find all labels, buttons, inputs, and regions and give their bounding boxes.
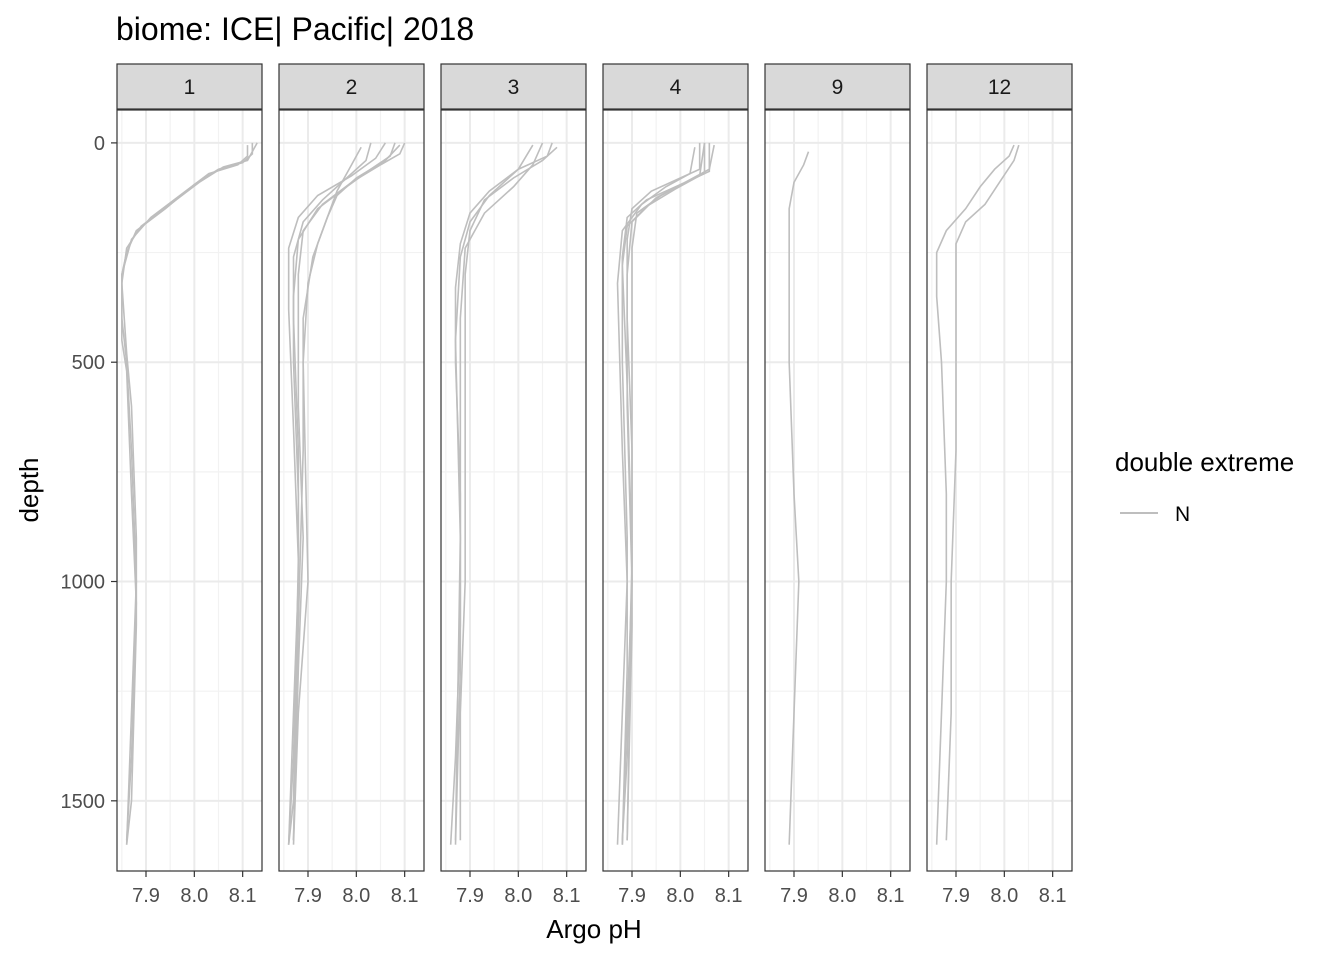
facet-panel-1: 1 7.9 8.0 8.1 — [116, 63, 263, 907]
x-tick-label: 8.1 — [877, 885, 905, 907]
profile-line-4-6 — [621, 142, 706, 841]
x-tick-label: 8.0 — [180, 885, 208, 907]
profile-line-12-2 — [945, 144, 1020, 841]
panel-border — [440, 109, 587, 872]
profile-line-2-6 — [287, 142, 387, 845]
x-tick-label: 7.9 — [618, 885, 646, 907]
panel-border — [278, 109, 425, 872]
facet-strip — [926, 63, 1073, 110]
panel-border — [764, 109, 911, 872]
x-tick-label: 8.1 — [1039, 885, 1067, 907]
facet-panel-2: 2 7.9 8.0 8.1 — [278, 63, 425, 907]
legend-label-n: N — [1175, 503, 1190, 526]
x-tick-label: 7.9 — [942, 885, 970, 907]
facet-panel-12: 12 7.9 8.0 8.1 — [926, 63, 1073, 907]
facet-strip-label: 1 — [184, 76, 196, 99]
facet-panels: 1 7.9 8.0 8.1 2 7.9 8.0 8.1 3 7.9 8.0 8.1 4 7.9 8.0 8.1… — [116, 63, 1073, 907]
facet-strip — [602, 63, 749, 110]
profile-line-4-5 — [616, 147, 696, 845]
x-tick-label: 8.0 — [666, 885, 694, 907]
y-axis-title: depth — [14, 457, 44, 522]
profile-line-1-2 — [121, 145, 249, 841]
profile-line-3-4 — [454, 144, 534, 841]
facet-strip — [440, 63, 587, 110]
facet-strip — [116, 63, 263, 110]
facet-strip-label: 3 — [508, 76, 520, 99]
legend: double extreme N — [1115, 447, 1294, 526]
x-axis-title: Argo pH — [546, 914, 641, 944]
panel-background — [117, 110, 262, 871]
facet-panel-3: 3 7.9 8.0 8.1 — [440, 63, 587, 907]
profile-line-3-1 — [449, 142, 553, 845]
x-tick-label: 7.9 — [294, 885, 322, 907]
y-tick-label: 500 — [72, 352, 105, 374]
x-tick-label: 7.9 — [132, 885, 160, 907]
x-tick-label: 8.1 — [715, 885, 743, 907]
y-tick-label: 1500 — [61, 791, 106, 813]
panel-border — [116, 109, 263, 872]
y-tick-label: 0 — [94, 133, 105, 155]
x-tick-label: 8.0 — [990, 885, 1018, 907]
y-axis: 0 500 1000 1500 — [61, 133, 117, 813]
panel-background — [927, 110, 1072, 871]
facet-panel-9: 9 7.9 8.0 8.1 — [764, 63, 911, 907]
panel-border — [602, 109, 749, 872]
chart-title: biome: ICE| Pacific| 2018 — [116, 11, 474, 47]
x-tick-label: 8.1 — [229, 885, 257, 907]
facet-strip-label: 4 — [670, 76, 682, 99]
facet-panel-4: 4 7.9 8.0 8.1 — [602, 63, 749, 907]
x-tick-label: 8.1 — [553, 885, 581, 907]
x-tick-label: 8.1 — [391, 885, 419, 907]
profile-line-12-1 — [935, 144, 1015, 845]
x-tick-label: 8.0 — [342, 885, 370, 907]
facet-strip — [764, 63, 911, 110]
profile-line-3-3 — [454, 142, 544, 845]
profile-line-1-3 — [121, 142, 258, 845]
panel-background — [765, 110, 910, 871]
panel-border — [926, 109, 1073, 872]
x-tick-label: 8.0 — [504, 885, 532, 907]
facet-strip-label: 2 — [346, 76, 358, 99]
x-tick-label: 7.9 — [456, 885, 484, 907]
profile-line-2-5 — [292, 146, 362, 841]
legend-title: double extreme — [1115, 447, 1294, 477]
y-tick-label: 1000 — [61, 572, 106, 594]
profile-line-2-2 — [292, 142, 406, 841]
facet-strip — [278, 63, 425, 110]
profile-line-9-1 — [788, 151, 810, 845]
facet-strip-label: 12 — [988, 76, 1011, 99]
facet-strip-label: 9 — [832, 76, 844, 99]
panel-background — [441, 110, 586, 871]
x-tick-label: 7.9 — [780, 885, 808, 907]
x-tick-label: 8.0 — [828, 885, 856, 907]
